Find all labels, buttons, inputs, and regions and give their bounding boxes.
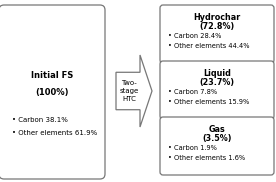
Text: • Carbon 7.8%: • Carbon 7.8% xyxy=(168,89,217,95)
Text: • Other elements 61.9%: • Other elements 61.9% xyxy=(12,130,97,136)
Text: • Carbon 28.4%: • Carbon 28.4% xyxy=(168,33,221,39)
Text: Initial FS: Initial FS xyxy=(31,71,73,80)
Text: • Carbon 38.1%: • Carbon 38.1% xyxy=(12,117,68,123)
Text: Gas: Gas xyxy=(209,126,225,134)
Text: Two-
stage
HTC: Two- stage HTC xyxy=(120,80,139,102)
Text: Liquid: Liquid xyxy=(203,70,231,78)
FancyBboxPatch shape xyxy=(0,5,105,179)
Text: (3.5%): (3.5%) xyxy=(202,134,232,143)
Text: • Other elements 15.9%: • Other elements 15.9% xyxy=(168,99,249,105)
Text: (100%): (100%) xyxy=(35,88,69,96)
FancyBboxPatch shape xyxy=(160,61,274,119)
FancyBboxPatch shape xyxy=(160,117,274,175)
Text: • Other elements 44.4%: • Other elements 44.4% xyxy=(168,43,250,49)
Text: Hydrochar: Hydrochar xyxy=(193,13,241,23)
Text: (72.8%): (72.8%) xyxy=(199,23,235,31)
Text: • Other elements 1.6%: • Other elements 1.6% xyxy=(168,155,245,161)
Text: • Carbon 1.9%: • Carbon 1.9% xyxy=(168,145,217,151)
FancyBboxPatch shape xyxy=(160,5,274,63)
Text: (23.7%): (23.7%) xyxy=(200,78,235,88)
Polygon shape xyxy=(116,55,152,127)
